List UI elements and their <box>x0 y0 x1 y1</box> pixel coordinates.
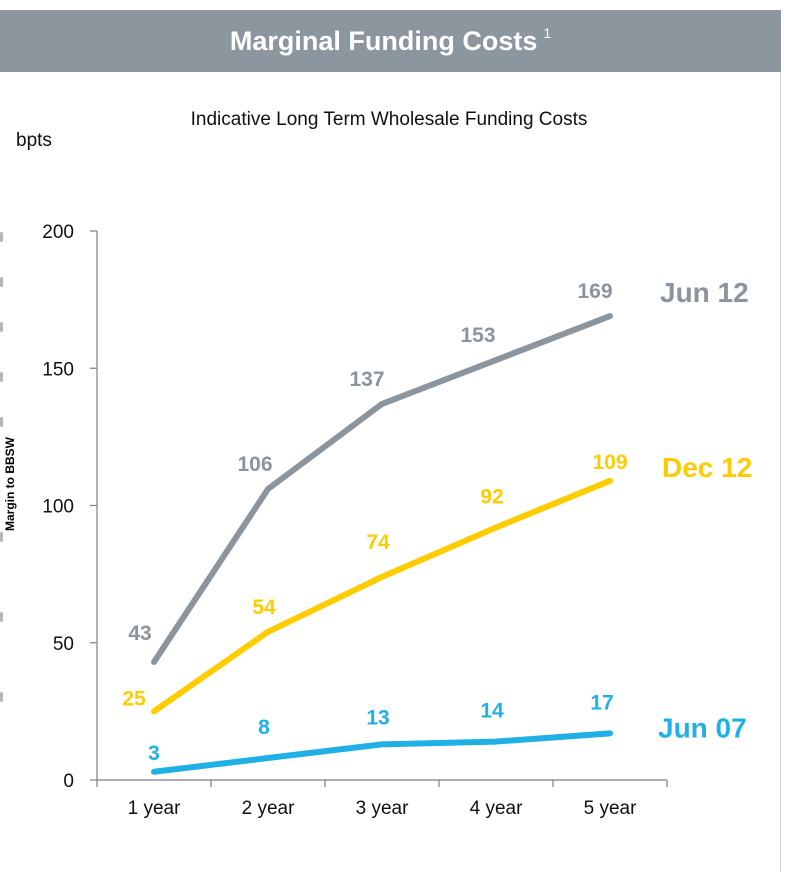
title-footnote-marker: 1 <box>543 25 552 41</box>
series-line-dec-12 <box>151 477 613 715</box>
series-end-label: Dec 12 <box>662 452 752 483</box>
page-title-text: Marginal Funding Costs <box>229 25 538 56</box>
data-label: 153 <box>460 324 495 347</box>
data-label: 92 <box>480 485 503 508</box>
y-axis-title: Margin to BBSW <box>3 436 17 531</box>
edge-decoration <box>0 232 4 712</box>
y-unit-label: bpts <box>16 130 52 151</box>
x-tick-label: 5 year <box>584 798 637 819</box>
chart-title: Indicative Long Term Wholesale Funding C… <box>191 109 588 130</box>
x-tick-label: 3 year <box>356 798 409 819</box>
header-bar: Marginal Funding Costs 1 <box>0 10 781 72</box>
data-label: 169 <box>577 280 612 303</box>
page-title: Marginal Funding Costs 1 <box>0 10 781 72</box>
data-label: 43 <box>128 622 151 645</box>
data-label: 17 <box>590 691 613 714</box>
data-label: 3 <box>148 742 160 765</box>
y-tick-label: 50 <box>53 634 74 655</box>
data-label: 8 <box>258 716 270 739</box>
y-tick-label: 150 <box>42 359 74 380</box>
series-line-jun-12 <box>151 313 613 665</box>
y-tick-label: 0 <box>63 771 74 792</box>
series-end-label: Jun 07 <box>658 712 747 743</box>
data-label: 137 <box>349 368 384 391</box>
data-label: 14 <box>480 700 504 723</box>
data-label: 106 <box>237 453 272 476</box>
data-label: 74 <box>366 531 390 554</box>
data-label: 25 <box>122 687 146 710</box>
x-tick-label: 1 year <box>128 798 181 819</box>
data-label: 109 <box>592 451 627 474</box>
chart-panel <box>0 72 781 872</box>
y-tick-label: 200 <box>42 222 74 243</box>
data-label: 54 <box>252 596 276 619</box>
series-end-label: Jun 12 <box>660 277 749 308</box>
series-line-jun-07 <box>151 730 613 775</box>
data-label: 13 <box>366 706 389 729</box>
y-tick-label: 100 <box>42 497 74 518</box>
x-tick-label: 2 year <box>242 798 295 819</box>
x-tick-label: 4 year <box>470 798 523 819</box>
